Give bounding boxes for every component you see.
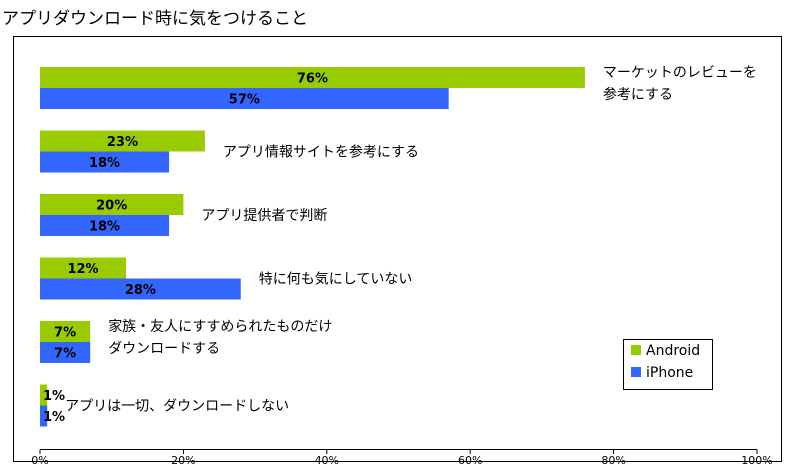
bar-iphone-6	[40, 405, 48, 427]
data-label-iphone-3: 18%	[89, 220, 120, 235]
legend-swatch-iphone	[631, 367, 641, 377]
bar-android-3	[40, 194, 184, 215]
legend-swatch-android	[631, 345, 641, 355]
bar-android-4	[40, 257, 127, 279]
category-label-2: アプリ情報サイトを参考にする	[223, 144, 419, 161]
x-tick-label-4: 80%	[601, 454, 625, 467]
data-label-android-5: 7%	[54, 326, 76, 341]
legend-label-android: Android	[646, 343, 700, 359]
bar-android-2	[40, 130, 205, 152]
data-label-iphone-2: 18%	[89, 156, 120, 171]
legend: Android iPhone	[623, 339, 713, 390]
category-label-5-line-2: ダウンロードする	[108, 341, 220, 357]
category-label-1-line-2: 参考にする	[603, 86, 673, 103]
x-tick-label-1: 20%	[171, 454, 195, 467]
data-label-android-2: 23%	[107, 135, 138, 150]
data-label-iphone-5: 7%	[54, 347, 76, 362]
bar-iphone-1	[40, 88, 449, 109]
x-tick-label-0: 0%	[31, 454, 48, 467]
bar-android-6	[40, 384, 48, 406]
bar-iphone-2	[40, 151, 170, 173]
category-labels: マーケットのレビューを参考にするアプリ情報サイトを参考にするアプリ提供者で判断特…	[65, 65, 757, 415]
category-label-6: アプリは一切、ダウンロードしない	[65, 399, 289, 415]
category-label-4: 特に何も気にしていない	[259, 272, 413, 288]
data-label-android-6: 1%	[43, 389, 65, 404]
x-axis: 0% 20% 40% 60% 80% 100%	[31, 449, 773, 467]
data-label-android-4: 12%	[67, 262, 98, 277]
x-tick-label-2: 40%	[315, 454, 339, 467]
category-label-5-line-1: 家族・友人にすすめられたものだけ	[108, 318, 332, 335]
data-label-android-1: 76%	[297, 72, 328, 87]
bar-iphone-4	[40, 278, 241, 300]
x-tick-label-3: 60%	[458, 454, 482, 467]
x-tick-label-5: 100%	[741, 454, 772, 467]
data-label-iphone-4: 28%	[125, 283, 156, 298]
category-label-3: アプリ提供者で判断	[201, 208, 327, 224]
data-label-iphone-6: 1%	[43, 410, 65, 425]
data-label-iphone-1: 57%	[229, 93, 260, 108]
bar-iphone-3	[40, 215, 170, 236]
data-label-android-3: 20%	[96, 199, 127, 214]
bar-android-5	[40, 321, 91, 342]
bar-android-1	[40, 67, 585, 88]
bars-layer: 76% 57% 23% 18% 20% 18% 12% 28% 7% 7% 1% 1%	[40, 67, 585, 427]
chart-title: アプリダウンロード時に気をつけること	[2, 9, 308, 29]
legend-label-iphone: iPhone	[646, 365, 693, 381]
category-label-1-line-1: マーケットのレビューを	[603, 65, 757, 81]
bar-iphone-5	[40, 342, 91, 363]
